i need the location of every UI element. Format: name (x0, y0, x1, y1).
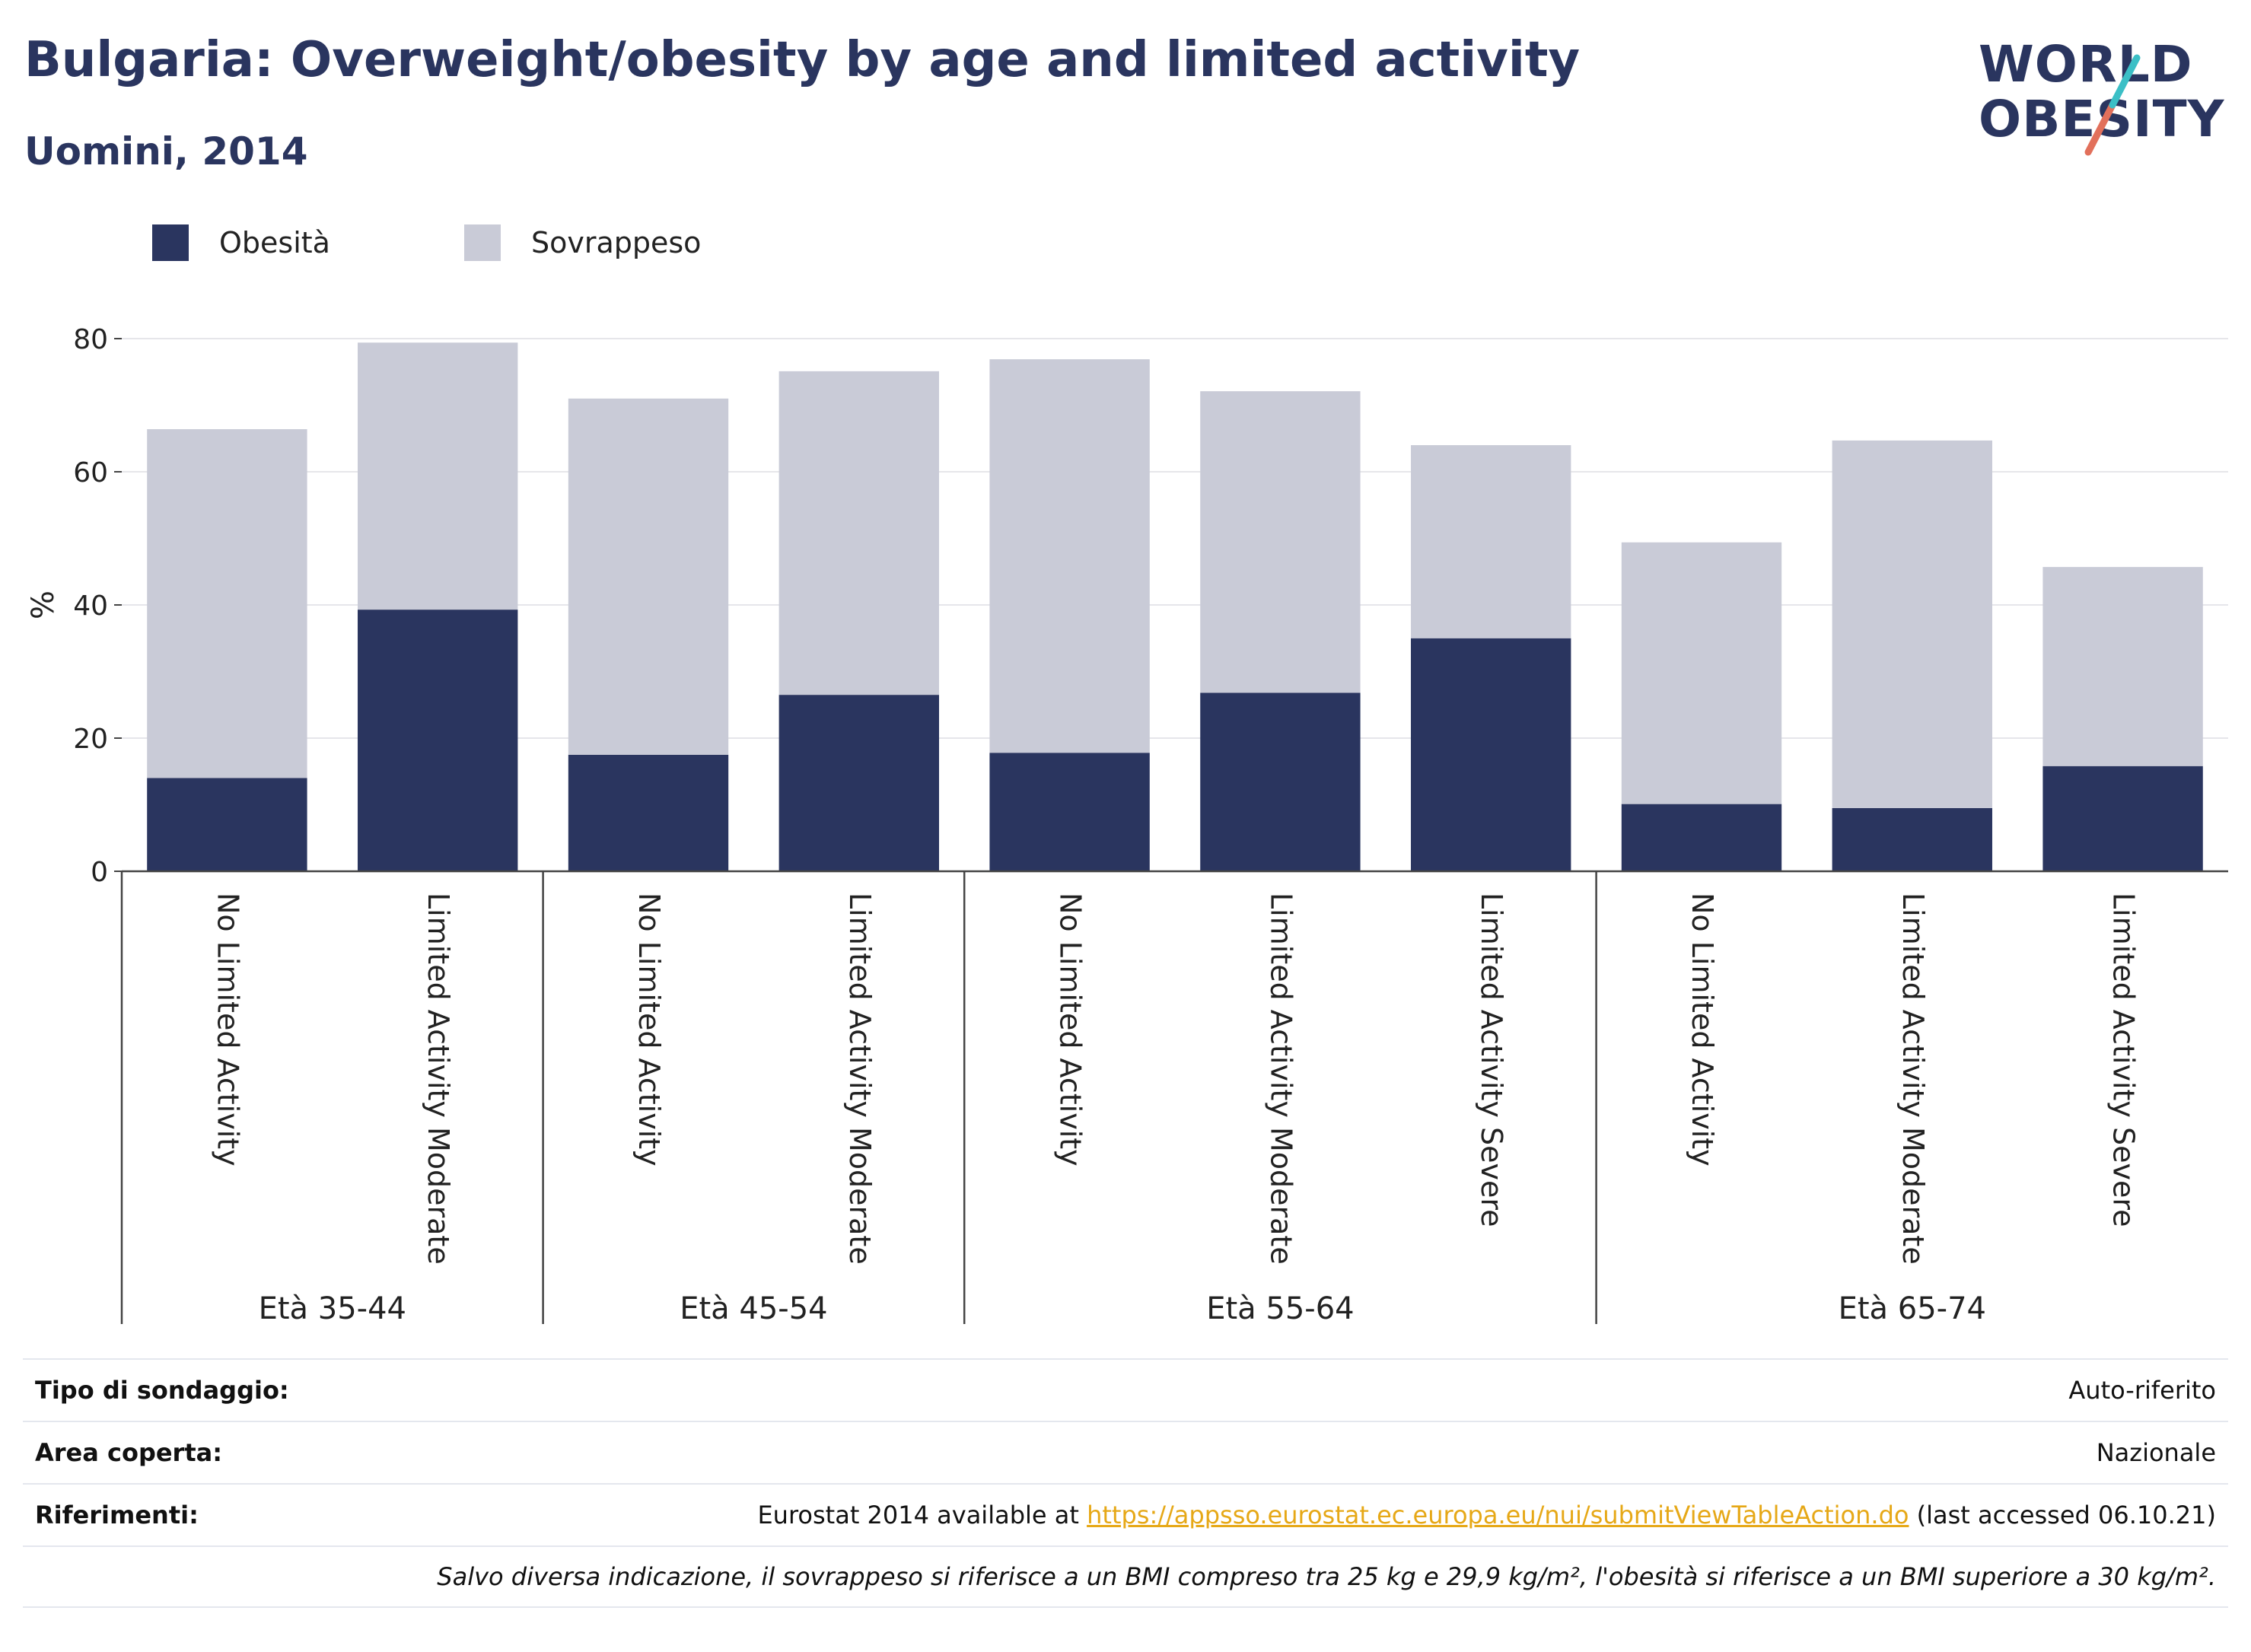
bar-obesita (1832, 807, 1992, 871)
footer-row-area: Area coperta: Nazionale (23, 1421, 2228, 1483)
references-value: Eurostat 2014 available at https://appss… (757, 1501, 2216, 1529)
bar-sovrappeso (1832, 440, 1992, 808)
x-category-label: Limited Activity Moderate (843, 893, 877, 1265)
chart-footer: Tipo di sondaggio: Auto-riferito Area co… (23, 1358, 2228, 1608)
x-group-label: Età 65-74 (1839, 1291, 1986, 1324)
bar-obesita (147, 778, 307, 871)
legend-item-sovrappeso: Sovrappeso (464, 224, 701, 261)
y-tick-label: 40 (73, 590, 108, 622)
x-group-label: Età 35-44 (259, 1291, 406, 1324)
bar-obesita (778, 695, 939, 871)
y-tick-label: 0 (91, 857, 108, 888)
x-category-label: Limited Activity Moderate (1896, 893, 1930, 1265)
x-category-label: Limited Activity Moderate (422, 893, 455, 1265)
legend-item-obesita: Obesità (152, 224, 330, 261)
bmi-note: Salvo diversa indicazione, il sovrappeso… (437, 1562, 2216, 1591)
logo-slash-icon (2084, 54, 2141, 156)
x-category-label: No Limited Activity (632, 893, 666, 1167)
references-link[interactable]: https://appsso.eurostat.ec.europa.eu/nui… (1087, 1501, 1909, 1529)
area-value: Nazionale (2096, 1438, 2216, 1467)
bar-obesita (358, 610, 518, 871)
y-tick-label: 60 (73, 457, 108, 489)
survey-type-value: Auto-riferito (2068, 1376, 2216, 1405)
logo-text-obesity: OBESITY (1979, 94, 2224, 145)
x-category-label: Limited Activity Severe (1475, 893, 1508, 1227)
bar-obesita (989, 753, 1150, 871)
y-tick-label: 20 (73, 724, 108, 755)
bar-obesita (1621, 804, 1782, 871)
area-label: Area coperta: (35, 1438, 223, 1467)
bar-sovrappeso (147, 429, 307, 778)
bar-sovrappeso (989, 359, 1150, 753)
footer-row-references: Riferimenti: Eurostat 2014 available at … (23, 1483, 2228, 1545)
x-category-label: Limited Activity Moderate (1264, 893, 1297, 1265)
legend-label-obesita: Obesità (219, 226, 330, 259)
page-title: Bulgaria: Overweight/obesity by age and … (24, 32, 1581, 88)
bar-sovrappeso (2042, 567, 2203, 766)
bar-sovrappeso (1621, 542, 1782, 804)
references-label: Riferimenti: (35, 1501, 199, 1529)
footer-row-note: Salvo diversa indicazione, il sovrappeso… (23, 1545, 2228, 1608)
bar-obesita (1200, 692, 1361, 871)
y-tick-label: 80 (73, 324, 108, 355)
legend-swatch-obesita (152, 224, 189, 261)
legend-swatch-sovrappeso (464, 224, 501, 261)
x-category-label: Limited Activity Severe (2107, 893, 2141, 1227)
survey-type-label: Tipo di sondaggio: (35, 1376, 289, 1405)
x-category-label: No Limited Activity (211, 893, 244, 1167)
legend-label-sovrappeso: Sovrappeso (531, 226, 702, 259)
x-group-label: Età 55-64 (1206, 1291, 1354, 1324)
x-category-label: No Limited Activity (1054, 893, 1087, 1167)
bar-sovrappeso (1200, 391, 1361, 693)
page-subtitle: Uomini, 2014 (24, 129, 308, 173)
bar-obesita (568, 754, 729, 871)
x-category-label: No Limited Activity (1686, 893, 1719, 1167)
references-prefix: Eurostat 2014 available at (757, 1501, 1087, 1529)
references-suffix: (last accessed 06.10.21) (1909, 1501, 2216, 1529)
world-obesity-logo: WORLD OBESITY (1979, 23, 2237, 160)
bar-sovrappeso (358, 342, 518, 610)
stacked-bar-chart: 0 20 40 60 80% No Limited Activity Limited Act… (26, 324, 2228, 1324)
bar-sovrappeso (778, 371, 939, 695)
footer-row-survey-type: Tipo di sondaggio: Auto-riferito (23, 1358, 2228, 1421)
bar-obesita (1411, 638, 1571, 871)
y-axis-label: % (26, 590, 61, 619)
logo-text-world: WORLD (1979, 35, 2193, 94)
bar-sovrappeso (568, 398, 729, 755)
bar-obesita (2042, 766, 2203, 871)
x-group-label: Età 45-54 (680, 1291, 827, 1324)
bar-sovrappeso (1411, 445, 1571, 638)
